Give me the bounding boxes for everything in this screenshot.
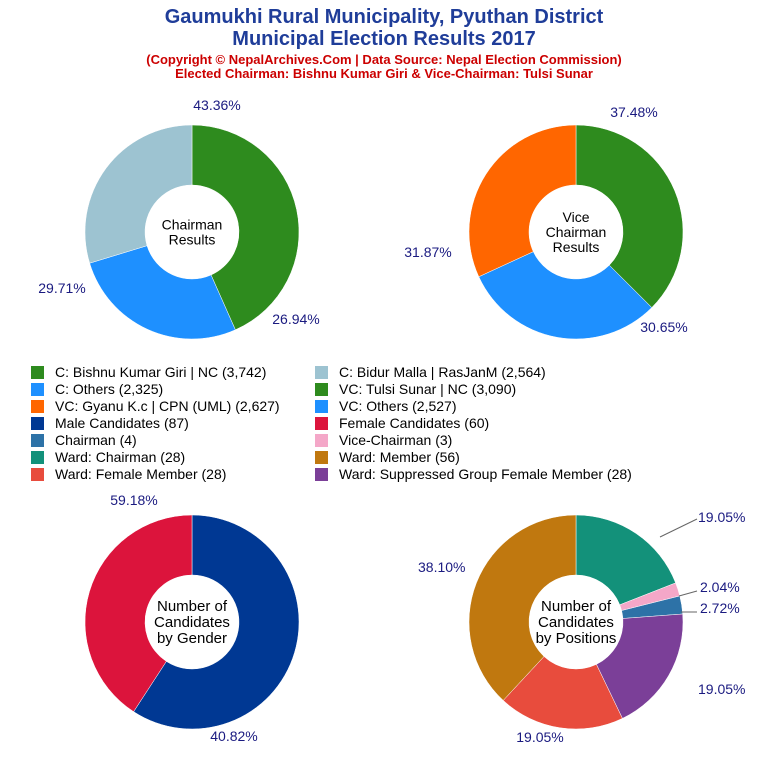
center-label-positions-2: Candidates: [538, 614, 614, 631]
center-label-vice-chairman-2: Chairman: [546, 224, 607, 240]
slice-ward-member: [468, 514, 577, 701]
slice-ward-suppressed-group-female-member: [596, 613, 684, 719]
pct-label-c-others: 26.94%: [272, 311, 319, 327]
chart-title-line-2: Municipal Election Results 2017: [232, 28, 536, 50]
center-label-gender-2: Candidates: [154, 614, 230, 631]
center-label-gender-1: Number of: [157, 598, 228, 615]
pct-label-c-bidur-malla-rasjanm: 29.71%: [38, 280, 85, 296]
pct-label-vice-chairman: 2.04%: [700, 579, 740, 595]
pct-label-ward-female-member: 19.05%: [516, 729, 563, 745]
center-label-positions-3: by Positions: [536, 630, 617, 647]
chart-header: Gaumukhi Rural Municipality, Pyuthan Dis…: [0, 6, 768, 81]
chart-title-line-1: Gaumukhi Rural Municipality, Pyuthan Dis…: [164, 6, 604, 28]
leader-line-vice-chairman: [678, 590, 698, 597]
slice-male-candidates: [133, 514, 300, 730]
pct-label-ward-suppressed-group-female-member: 19.05%: [698, 681, 745, 697]
slice-ward-female-member: [502, 656, 623, 730]
slice-c-bishnu-kumar-giri-nc: [191, 124, 300, 331]
slice-female-candidates: [84, 514, 193, 713]
pct-label-vc-gyanu-k-c-cpn-uml: 31.87%: [404, 244, 451, 260]
pct-label-vc-tulsi-sunar-nc: 37.48%: [610, 104, 657, 120]
center-label-chairman-1: Chairman: [162, 217, 223, 233]
slice-c-bidur-malla-rasjanm: [84, 124, 193, 264]
slice-vc-tulsi-sunar-nc: [575, 124, 684, 308]
leader-line-ward-chairman: [659, 518, 698, 538]
pct-label-male-candidates: 59.18%: [110, 492, 157, 508]
slice-vc-others: [478, 251, 653, 340]
center-label-vice-chairman-1: Vice: [563, 209, 590, 225]
center-label-gender-3: by Gender: [157, 630, 227, 647]
pct-label-c-bishnu-kumar-giri-nc: 43.36%: [193, 97, 240, 113]
pct-label-ward-chairman: 19.05%: [698, 509, 745, 525]
slice-vc-gyanu-k-c-cpn-uml: [468, 124, 577, 278]
center-label-vice-chairman-3: Results: [553, 239, 600, 255]
pct-label-ward-member: 38.10%: [418, 559, 465, 575]
pct-label-vc-others: 30.65%: [640, 319, 687, 335]
chart-subtitle-line-2: Elected Chairman: Bishnu Kumar Giri & Vi…: [175, 66, 593, 81]
slice-c-others: [89, 245, 236, 340]
center-label-chairman-2: Results: [169, 232, 216, 248]
chart-subtitle-line-1: (Copyright © NepalArchives.Com | Data So…: [146, 52, 622, 67]
pct-label-female-candidates: 40.82%: [210, 728, 257, 744]
positions-donut: 19.05% 2.04% 2.72% 19.05% 19.05% 38.10% Number…: [418, 509, 745, 745]
pct-label-chairman: 2.72%: [700, 600, 740, 616]
slice-ward-chairman: [575, 514, 676, 606]
center-label-positions-1: Number of: [541, 598, 612, 615]
